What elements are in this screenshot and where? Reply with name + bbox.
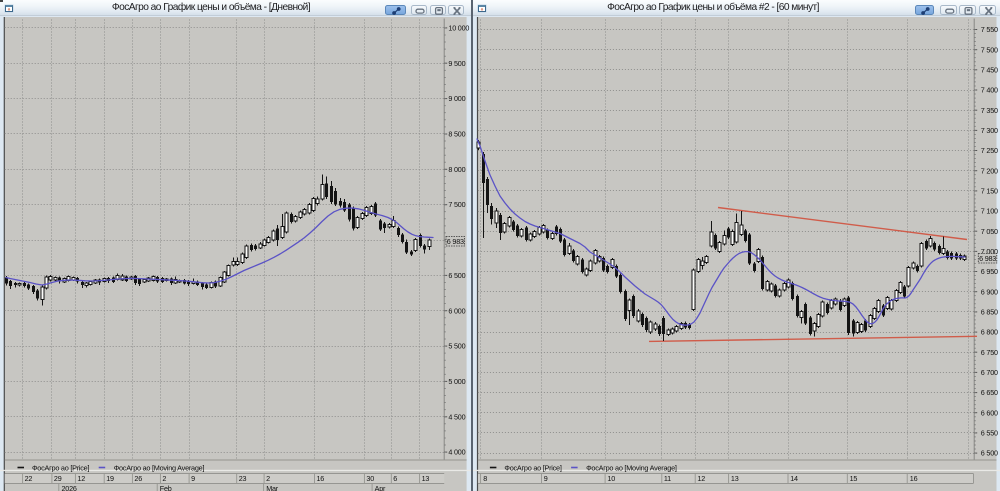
svg-text:4 500: 4 500 (448, 412, 465, 421)
svg-text:16: 16 (910, 474, 918, 483)
svg-text:5 000: 5 000 (448, 377, 465, 386)
svg-text:8 500: 8 500 (448, 130, 465, 139)
svg-text:2026: 2026 (62, 484, 77, 491)
svg-text:6: 6 (393, 474, 397, 483)
svg-text:15: 15 (850, 474, 858, 483)
svg-text:8 000: 8 000 (448, 165, 465, 174)
svg-text:7 200: 7 200 (981, 166, 998, 175)
svg-text:6 600: 6 600 (981, 408, 998, 417)
svg-text:9 500: 9 500 (448, 59, 465, 68)
svg-text:7 500: 7 500 (981, 45, 998, 54)
svg-text:13: 13 (422, 474, 430, 483)
svg-text:10: 10 (607, 474, 615, 483)
svg-text:Feb: Feb (160, 484, 172, 491)
svg-text:2: 2 (266, 474, 270, 483)
svg-text:26: 26 (134, 474, 142, 483)
svg-text:6 983: 6 983 (447, 237, 464, 246)
svg-text:9: 9 (544, 474, 548, 483)
svg-text:6 000: 6 000 (448, 306, 465, 315)
svg-text:ФосАгро ао [Price]: ФосАгро ао [Price] (504, 464, 561, 473)
svg-text:29: 29 (54, 474, 62, 483)
svg-text:7 250: 7 250 (981, 146, 998, 155)
svg-text:12: 12 (77, 474, 85, 483)
svg-text:7 050: 7 050 (981, 227, 998, 236)
svg-text:7 550: 7 550 (981, 25, 998, 34)
svg-text:7 300: 7 300 (981, 126, 998, 135)
svg-text:ФосАгро ао [Moving Average]: ФосАгро ао [Moving Average] (114, 464, 205, 473)
svg-text:14: 14 (790, 474, 798, 483)
svg-text:7 500: 7 500 (448, 200, 465, 209)
svg-text:9: 9 (191, 474, 195, 483)
svg-text:7 450: 7 450 (981, 65, 998, 74)
svg-text:12: 12 (697, 474, 705, 483)
svg-text:8: 8 (483, 474, 487, 483)
svg-text:6 900: 6 900 (981, 287, 998, 296)
svg-text:10 000: 10 000 (448, 24, 469, 33)
svg-text:7 400: 7 400 (981, 86, 998, 95)
svg-text:23: 23 (239, 474, 247, 483)
svg-text:11: 11 (664, 474, 671, 483)
svg-text:6 650: 6 650 (981, 388, 998, 397)
svg-text:9 000: 9 000 (448, 94, 465, 103)
svg-text:7 000: 7 000 (981, 247, 998, 256)
svg-text:6 800: 6 800 (981, 328, 998, 337)
svg-text:6 500: 6 500 (981, 449, 998, 458)
svg-text:19: 19 (106, 474, 114, 483)
svg-text:30: 30 (366, 474, 374, 483)
svg-text:6 550: 6 550 (981, 429, 998, 438)
svg-text:7 100: 7 100 (981, 207, 998, 216)
svg-text:Apr: Apr (375, 484, 386, 491)
svg-text:22: 22 (25, 474, 33, 483)
svg-text:6 700: 6 700 (981, 368, 998, 377)
svg-text:16: 16 (317, 474, 325, 483)
svg-text:2: 2 (162, 474, 166, 483)
svg-text:7 350: 7 350 (981, 106, 998, 115)
svg-text:4 000: 4 000 (448, 448, 465, 457)
svg-text:6 850: 6 850 (981, 308, 998, 317)
svg-text:6 950: 6 950 (981, 267, 998, 276)
svg-text:13: 13 (731, 474, 739, 483)
svg-text:Mar: Mar (266, 484, 279, 491)
svg-text:7 150: 7 150 (981, 187, 998, 196)
svg-text:6 983: 6 983 (979, 254, 996, 263)
svg-text:6 500: 6 500 (448, 271, 465, 280)
svg-text:ФосАгро ао [Moving Average]: ФосАгро ао [Moving Average] (586, 464, 677, 473)
svg-text:ФосАгро ао [Price]: ФосАгро ао [Price] (32, 464, 89, 473)
svg-text:6 750: 6 750 (981, 348, 998, 357)
svg-text:5 500: 5 500 (448, 342, 465, 351)
